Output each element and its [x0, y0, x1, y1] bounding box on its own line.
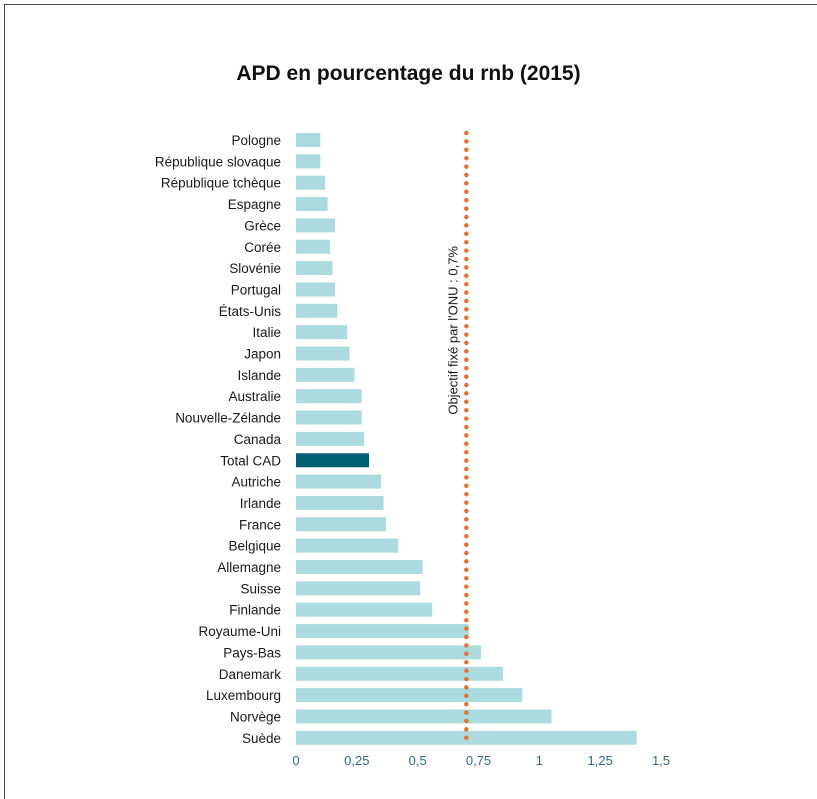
category-label-finlande: Finlande	[229, 603, 281, 618]
bar-italie	[296, 325, 348, 340]
category-label-autriche: Autriche	[231, 475, 281, 490]
category-label-coree: Corée	[244, 240, 281, 255]
category-label-france: France	[239, 517, 281, 532]
category-label-pays-bas: Pays-Bas	[223, 645, 281, 660]
bar-belgique	[296, 538, 399, 553]
category-label-slovenie: Slovénie	[229, 261, 281, 276]
category-label-norvege: Norvège	[230, 709, 281, 724]
x-tick-label: 0,75	[466, 753, 491, 768]
bars-group	[296, 133, 637, 745]
category-label-grece: Grèce	[244, 218, 281, 233]
bar-japon	[296, 346, 350, 361]
bar-pologne	[296, 133, 321, 147]
bar-autriche	[296, 474, 382, 489]
x-tick-label: 0	[292, 753, 299, 768]
bar-irlande	[296, 495, 384, 510]
reference-line-group: Objectif fixé par l'ONU : 0,7%	[445, 130, 469, 747]
bar-suisse	[296, 581, 421, 596]
x-tick-label: 1,5	[652, 753, 670, 768]
bar-france	[296, 517, 387, 532]
category-label-pologne: Pologne	[231, 133, 281, 148]
category-label-luxembourg: Luxembourg	[206, 688, 281, 703]
bar-slovenie	[296, 261, 333, 276]
category-label-allemagne: Allemagne	[217, 560, 281, 575]
x-tick-label: 1,25	[588, 753, 613, 768]
bar-grece	[296, 218, 335, 233]
bar-danemark	[296, 666, 503, 681]
bar-republique-tcheque	[296, 175, 326, 190]
category-label-danemark: Danemark	[219, 667, 282, 682]
bar-etats-unis	[296, 303, 338, 318]
bar-republique-slovaque	[296, 154, 321, 169]
category-label-etats-unis: États-Unis	[219, 304, 282, 319]
category-label-portugal: Portugal	[231, 282, 281, 297]
reference-line-label: Objectif fixé par l'ONU : 0,7%	[445, 246, 460, 415]
category-label-belgique: Belgique	[228, 539, 281, 554]
x-tick-label: 0,25	[344, 753, 369, 768]
bar-canada	[296, 431, 365, 446]
category-label-irlande: Irlande	[240, 496, 281, 511]
category-label-italie: Italie	[252, 325, 281, 340]
bar-allemagne	[296, 560, 423, 574]
category-label-republique-tcheque: République tchèque	[161, 176, 281, 191]
bar-coree	[296, 239, 331, 254]
category-label-canada: Canada	[234, 432, 282, 447]
category-labels: Pologne République slovaque République tch…	[155, 133, 282, 746]
category-label-japon: Japon	[244, 347, 281, 362]
category-label-royaume-uni: Royaume-Uni	[198, 624, 281, 639]
bar-norvege	[296, 709, 552, 724]
bar-portugal	[296, 282, 335, 297]
bar-total-cad	[296, 453, 369, 468]
chart-title: APD en pourcentage du rnb (2015)	[236, 62, 581, 85]
bar-luxembourg	[296, 688, 523, 703]
bar-royaume-uni	[296, 624, 469, 639]
category-label-suede: Suède	[242, 731, 281, 746]
x-tick-label: 1	[536, 753, 543, 768]
bar-nouvelle-zelande	[296, 410, 362, 425]
bar-finlande	[296, 602, 433, 617]
x-tick-label: 0,5	[409, 753, 427, 768]
x-tick-labels: 0 0,25 0,5 0,75 1 1,25 1,5	[292, 753, 670, 768]
bar-pays-bas	[296, 645, 481, 660]
category-label-nouvelle-zelande: Nouvelle-Zélande	[175, 411, 281, 426]
category-label-suisse: Suisse	[240, 581, 281, 596]
category-label-islande: Islande	[237, 368, 281, 383]
category-label-australie: Australie	[228, 389, 281, 404]
category-label-republique-slovaque: République slovaque	[155, 154, 281, 169]
bar-espagne	[296, 197, 328, 212]
chart-frame	[4, 4, 817, 799]
category-label-total-cad: Total CAD	[220, 453, 281, 468]
bar-australie	[296, 389, 362, 404]
bar-islande	[296, 367, 355, 382]
category-label-espagne: Espagne	[228, 197, 281, 212]
